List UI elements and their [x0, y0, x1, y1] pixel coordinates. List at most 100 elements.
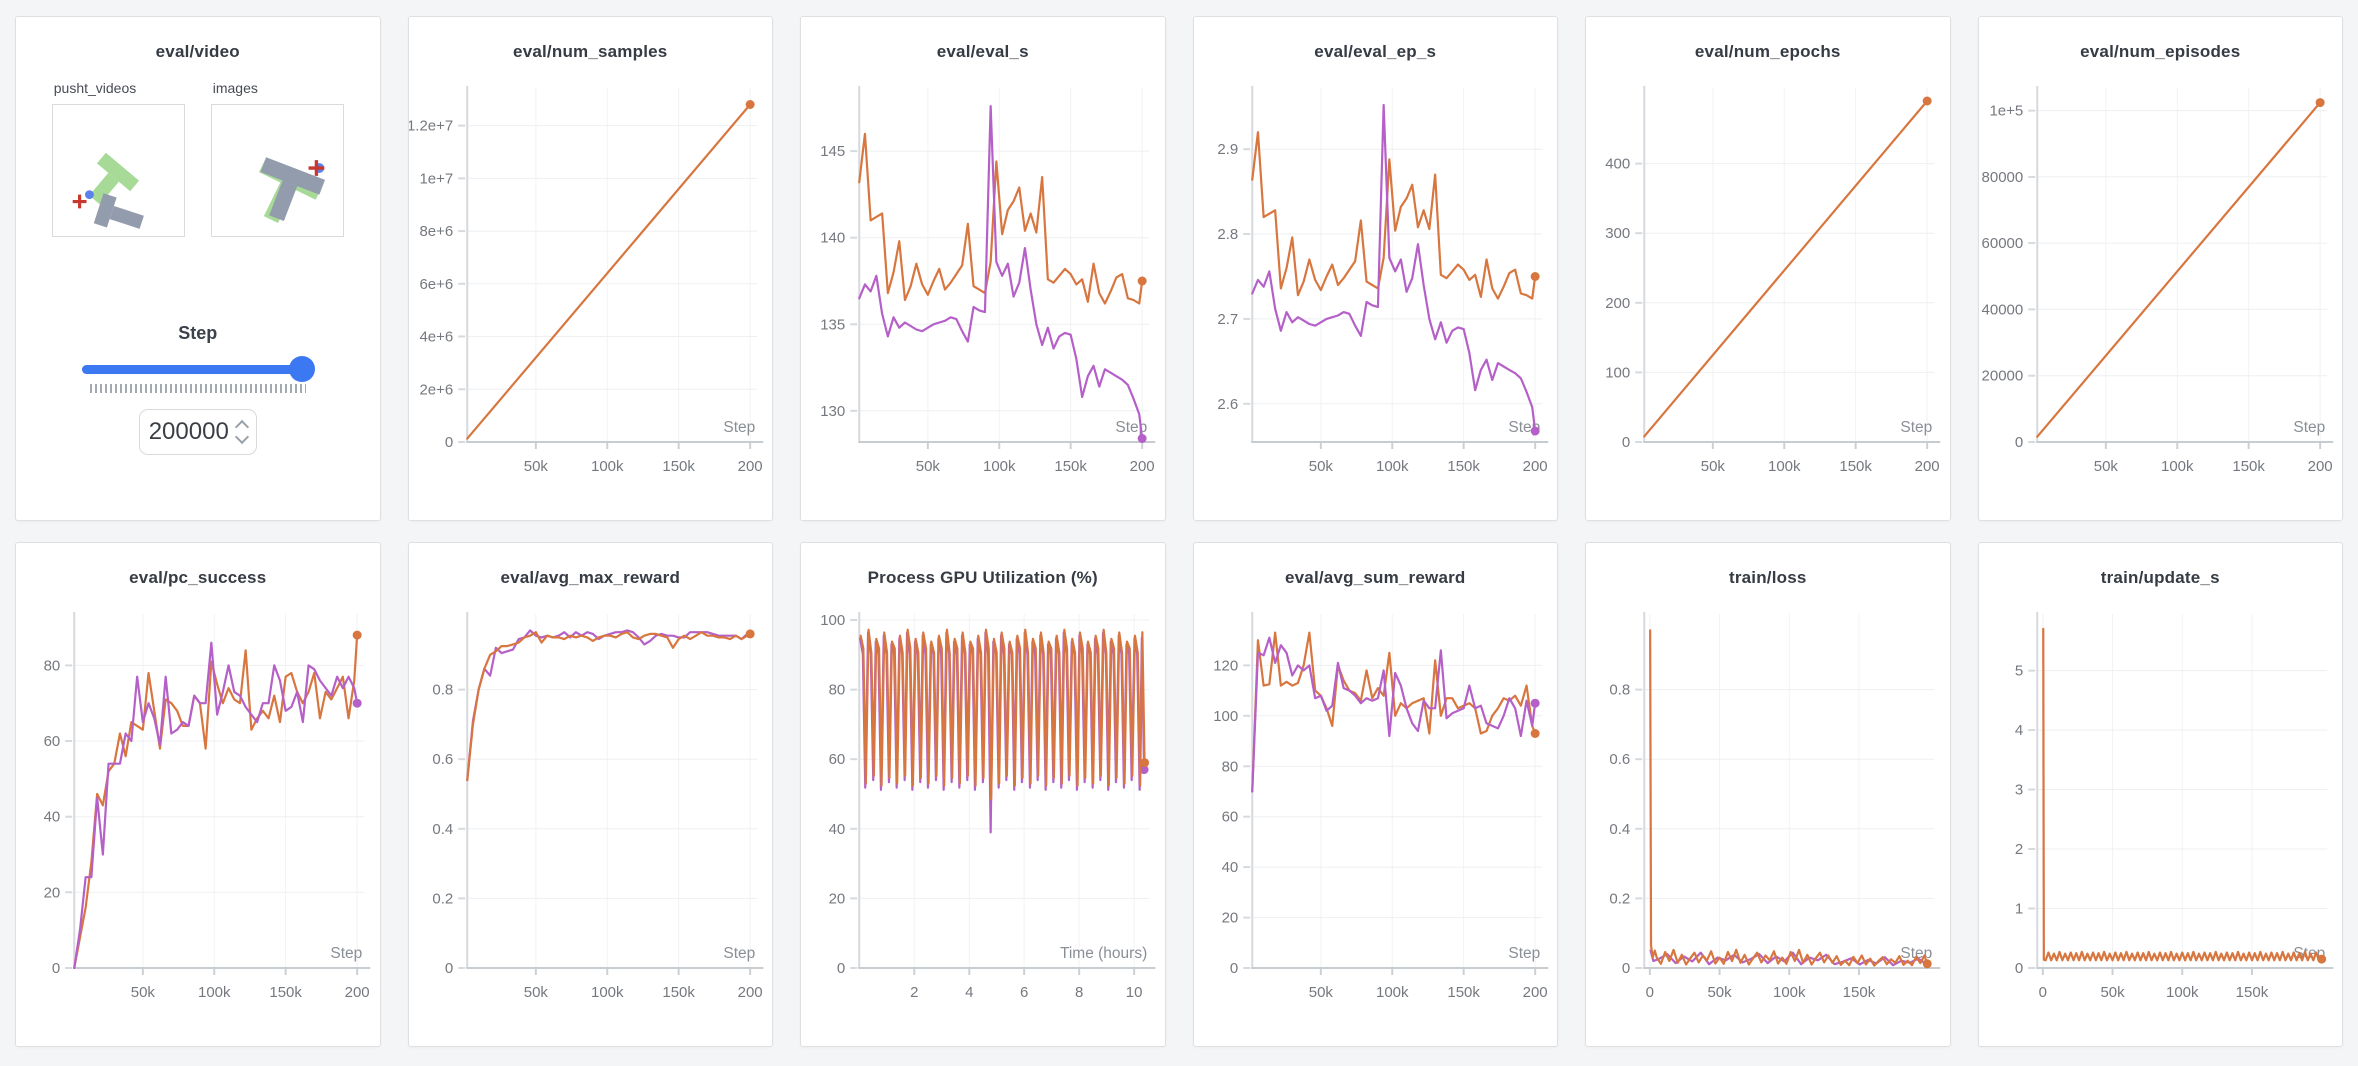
svg-text:0.6: 0.6	[432, 751, 453, 768]
svg-text:60000: 60000	[1981, 235, 2023, 252]
svg-text:300: 300	[1605, 225, 1630, 242]
panel-eval-num-samples[interactable]: eval/num_samples 50k 100k 150k 200 0 2e+6 4e+6…	[407, 16, 773, 521]
svg-text:200: 200	[345, 984, 370, 1001]
svg-text:0.4: 0.4	[432, 821, 453, 838]
line-chart[interactable]: 50k 100k 150k 200 0 20000 40000 60000 80000 1e+5 S…	[1979, 72, 2343, 496]
svg-text:Step: Step	[1900, 419, 1932, 436]
chart-canvas[interactable]: 50k 100k 150k 200 0 20 40 60 80 100 120 Step	[1194, 598, 1558, 1022]
svg-text:2.8: 2.8	[1217, 226, 1238, 243]
media-item-images: images	[210, 80, 344, 237]
svg-text:100k: 100k	[1375, 458, 1408, 475]
svg-text:2.7: 2.7	[1217, 311, 1238, 328]
svg-text:150k: 150k	[1447, 984, 1480, 1001]
svg-text:8e+6: 8e+6	[419, 223, 453, 240]
slider-thumb[interactable]	[289, 356, 316, 382]
step-slider-label: Step	[178, 323, 218, 343]
chart-title: train/loss	[1728, 568, 1807, 587]
step-slider[interactable]	[81, 356, 316, 382]
chart-canvas[interactable]: 50k 100k 150k 200 0 20000 40000 60000 80000 1e+5 S…	[1979, 72, 2343, 496]
svg-text:0: 0	[444, 960, 452, 977]
svg-text:50k: 50k	[916, 458, 941, 475]
chart-canvas[interactable]: 50k 100k 150k 200 0 2e+6 4e+6 6e+6 8e+6 1e+7 1.2e+…	[408, 72, 773, 496]
panel-eval-video[interactable]: eval/video pusht_videos	[15, 16, 381, 521]
svg-text:Time (hours): Time (hours)	[1060, 945, 1147, 962]
svg-text:1: 1	[2014, 901, 2022, 918]
svg-text:150k: 150k	[2235, 984, 2268, 1001]
svg-text:120: 120	[1213, 657, 1238, 674]
line-chart[interactable]: 50k 100k 150k 200 0 20 40 60 80 Step	[16, 598, 380, 1022]
chevron-down-icon[interactable]	[234, 429, 249, 445]
stepper-arrows	[234, 419, 249, 445]
line-chart[interactable]: 50k 100k 150k 200 0 20 40 60 80 100 120 Step	[1194, 598, 1558, 1022]
chart-canvas[interactable]: 50k 100k 150k 200 0 100 200 300 400 Step	[1586, 72, 1950, 496]
panel-eval-avg-sum-reward[interactable]: eval/avg_sum_reward 50k 100k 150k 200 0 20 40 6…	[1192, 542, 1558, 1047]
line-chart[interactable]: 50k 100k 150k 200 0 2e+6 4e+6 6e+6 8e+6 1e+7 1.2e+…	[408, 72, 773, 496]
panel-eval-avg-max-reward[interactable]: eval/avg_max_reward 50k 100k 150k 200 0 0.2 0.…	[407, 542, 773, 1047]
svg-text:130: 130	[820, 403, 845, 420]
agent-dot	[84, 190, 94, 200]
svg-text:150k: 150k	[1843, 984, 1876, 1001]
svg-text:100k: 100k	[2160, 458, 2193, 475]
pusht-video-thumbnail[interactable]	[51, 104, 185, 237]
svg-text:6: 6	[1020, 984, 1028, 1001]
chart-canvas[interactable]: 50k 100k 150k 200 0 0.2 0.4 0.6 0.8 Step	[409, 598, 773, 1022]
chart-canvas[interactable]: 50k 100k 150k 200 130 135 140 145 Step	[801, 72, 1165, 496]
chart-canvas[interactable]: 0 50k 100k 150k 0 0.2 0.4 0.6 0.8 Step	[1586, 598, 1950, 1022]
svg-text:150k: 150k	[2232, 458, 2265, 475]
panel-eval-eval-ep-s[interactable]: eval/eval_ep_s 50k 100k 150k 200 2.6 2.7 2.8 2.…	[1192, 16, 1558, 521]
step-value: 200000	[148, 418, 229, 445]
line-chart[interactable]: 50k 100k 150k 200 0 100 200 300 400 Step	[1586, 72, 1950, 496]
svg-text:0: 0	[2038, 984, 2046, 1001]
svg-text:400: 400	[1605, 156, 1630, 173]
svg-text:0: 0	[1229, 960, 1237, 977]
svg-text:Step: Step	[723, 419, 755, 436]
svg-text:100k: 100k	[590, 458, 623, 475]
chart-canvas[interactable]: 50k 100k 150k 200 2.6 2.7 2.8 2.9 Step	[1194, 72, 1558, 496]
step-number-input[interactable]: 200000	[138, 409, 257, 455]
chart-canvas[interactable]: 2 4 6 8 10 0 20 40 60 80 100 Time (hours)	[801, 598, 1165, 1022]
svg-text:200: 200	[1522, 984, 1547, 1001]
media-item-pusht-videos: pusht_videos	[51, 80, 185, 237]
chart-canvas[interactable]: 0 50k 100k 150k 0 1 2 3 4 5 Step	[1979, 598, 2343, 1022]
svg-text:100k: 100k	[590, 984, 623, 1001]
chart-canvas[interactable]: 50k 100k 150k 200 0 20 40 60 80 Step	[16, 598, 380, 1022]
svg-text:0.2: 0.2	[1609, 890, 1630, 907]
chart-title: eval/avg_sum_reward	[1284, 568, 1466, 587]
svg-text:0: 0	[1622, 434, 1630, 451]
svg-text:60: 60	[1221, 809, 1238, 826]
svg-text:140: 140	[820, 230, 845, 247]
svg-text:0: 0	[1646, 984, 1654, 1001]
svg-text:50k: 50k	[1707, 984, 1732, 1001]
panel-process-gpu-utilization[interactable]: Process GPU Utilization (%) 2 4 6 8 10 0 20 40 6…	[800, 542, 1166, 1047]
line-chart[interactable]: 50k 100k 150k 200 0 0.2 0.4 0.6 0.8 Step	[409, 598, 773, 1022]
svg-text:150k: 150k	[1839, 458, 1872, 475]
pusht-scene-image	[72, 152, 144, 229]
panel-train-loss[interactable]: train/loss 0 50k 100k 150k 0 0.2 0.4 0.6 0.8 Step	[1585, 542, 1951, 1047]
svg-text:200: 200	[1605, 295, 1630, 312]
panel-eval-num-episodes[interactable]: eval/num_episodes 50k 100k 150k 200 0 20000 40…	[1977, 16, 2343, 521]
svg-text:3: 3	[2014, 782, 2022, 799]
images-thumbnail[interactable]	[210, 104, 344, 237]
svg-text:150k: 150k	[662, 984, 695, 1001]
svg-text:80: 80	[829, 682, 846, 699]
svg-text:4e+6: 4e+6	[419, 329, 453, 346]
svg-text:2: 2	[910, 984, 918, 1001]
svg-text:50k: 50k	[2093, 458, 2118, 475]
panel-train-update-s[interactable]: train/update_s 0 50k 100k 150k 0 1 2 3 4 5 Step	[1977, 542, 2343, 1047]
slider-tick-ruler	[89, 384, 306, 393]
panel-eval-eval-s[interactable]: eval/eval_s 50k 100k 150k 200 130 135 140 145 St…	[800, 16, 1166, 521]
svg-text:50k: 50k	[1701, 458, 1726, 475]
chart-title: eval/eval_s	[936, 42, 1029, 61]
svg-text:0.8: 0.8	[1609, 682, 1630, 699]
panel-eval-pc-success[interactable]: eval/pc_success 50k 100k 150k 200 0 20 40 60 80 S…	[15, 542, 381, 1047]
svg-text:0: 0	[1622, 960, 1630, 977]
chart-title: eval/pc_success	[129, 568, 267, 587]
panel-eval-num-epochs[interactable]: eval/num_epochs 50k 100k 150k 200 0 100 200 300…	[1585, 16, 1951, 521]
svg-text:200: 200	[1915, 458, 1940, 475]
